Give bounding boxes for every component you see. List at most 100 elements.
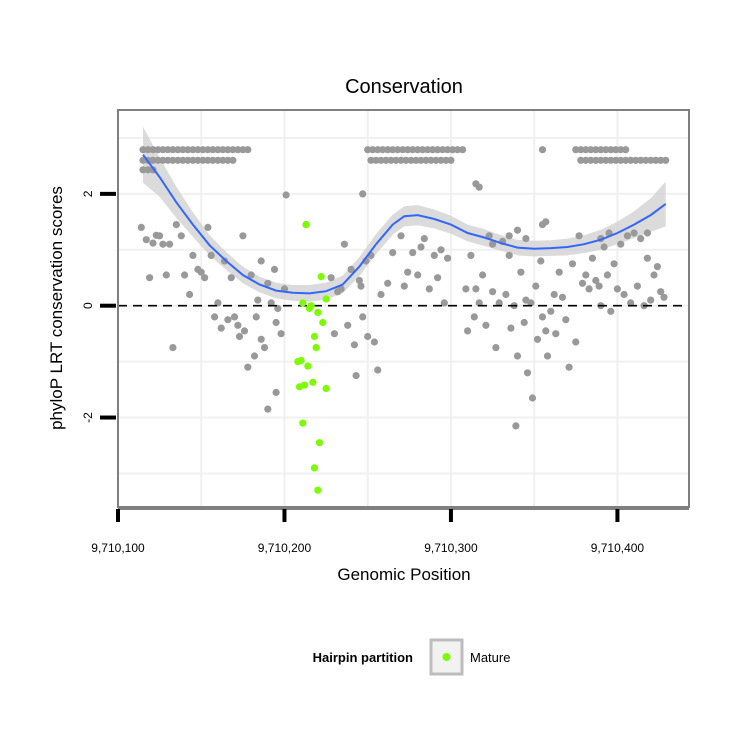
point-other [572, 146, 580, 154]
point-other [399, 146, 407, 154]
point-other [189, 251, 197, 259]
point-mature [302, 221, 310, 229]
point-other [507, 324, 515, 332]
point-other [184, 146, 192, 154]
point-other [622, 146, 630, 154]
point-other [392, 156, 400, 164]
point-other [602, 156, 610, 164]
point-other [407, 156, 415, 164]
point-other [224, 146, 232, 154]
point-other [254, 296, 262, 304]
point-other [409, 146, 417, 154]
point-other [139, 146, 147, 154]
point-other [384, 279, 392, 287]
point-other [142, 236, 150, 244]
point-other [550, 290, 558, 299]
y-axis-title: phyloP LRT conservation scores [47, 186, 66, 430]
point-other [214, 299, 222, 307]
point-other [505, 232, 513, 240]
x-tick-label: 9,710,200 [258, 541, 312, 555]
point-other [475, 183, 483, 191]
point-other [592, 146, 600, 154]
point-other [164, 156, 172, 164]
point-other [632, 156, 640, 164]
point-mature [299, 299, 307, 307]
y-tick-label: 2 [81, 190, 95, 197]
point-other [582, 146, 590, 154]
point-other [505, 251, 513, 259]
point-other [166, 240, 174, 248]
point-other [382, 156, 390, 164]
point-other [572, 338, 580, 346]
point-other [513, 352, 522, 360]
point-other [181, 271, 189, 279]
point-other [252, 313, 260, 321]
point-other [149, 146, 157, 154]
point-other [139, 166, 147, 174]
point-other [229, 146, 237, 154]
point-other [194, 146, 202, 154]
point-other [552, 330, 560, 338]
point-other [600, 243, 608, 251]
point-other [434, 146, 442, 154]
chart-title: Conservation [345, 76, 463, 98]
point-other [479, 271, 487, 279]
point-other [617, 156, 625, 164]
point-other [603, 271, 612, 279]
point-other [597, 156, 605, 164]
point-mature [310, 464, 318, 472]
point-other [533, 335, 542, 343]
point-other [364, 332, 372, 341]
point-other [538, 313, 547, 321]
point-other [409, 249, 417, 257]
point-other [462, 285, 470, 293]
point-other [344, 321, 352, 329]
point-other [647, 156, 655, 164]
point-other [229, 156, 237, 164]
point-other [432, 156, 440, 164]
point-other [427, 156, 435, 164]
point-other [234, 321, 242, 329]
x-tick-label: 9,710,100 [91, 541, 145, 555]
point-other [402, 156, 410, 164]
point-other [434, 274, 442, 282]
point-other [247, 271, 255, 279]
legend-key-mature-point [442, 653, 451, 661]
point-other [189, 146, 197, 154]
point-other [437, 156, 445, 164]
point-other [627, 156, 635, 164]
point-other [219, 146, 227, 154]
point-other [449, 146, 457, 154]
point-other [350, 341, 358, 349]
point-other [439, 146, 447, 154]
point-other [623, 232, 632, 240]
point-other [532, 282, 540, 290]
point-other [186, 290, 194, 299]
point-other [272, 318, 280, 327]
point-other [447, 156, 455, 164]
point-other [359, 313, 367, 321]
point-other [227, 274, 235, 282]
point-other [652, 156, 660, 164]
point-other [207, 251, 215, 259]
point-mature [317, 273, 325, 281]
point-other [620, 290, 628, 299]
point-other [464, 327, 472, 335]
point-other [547, 307, 555, 315]
point-other [617, 146, 625, 154]
point-other [502, 290, 510, 299]
point-other [454, 146, 462, 154]
point-other [657, 156, 665, 164]
point-other [617, 240, 625, 248]
point-other [169, 156, 177, 164]
point-mature [294, 358, 302, 366]
point-other [209, 156, 217, 164]
point-other [422, 156, 430, 164]
point-other [156, 232, 164, 240]
point-mature [319, 318, 327, 327]
point-other [577, 146, 585, 154]
legend-title: Hairpin partition [313, 650, 413, 665]
smooth-trend-line [142, 154, 667, 295]
point-other [417, 243, 425, 251]
point-other [660, 293, 668, 301]
